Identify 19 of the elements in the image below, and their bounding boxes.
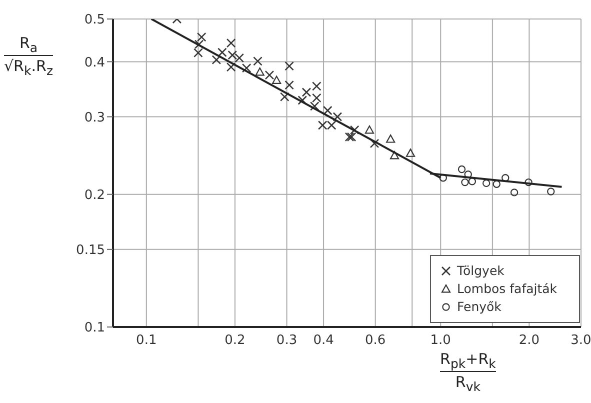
legend-label: Fenyők: [457, 298, 502, 316]
x-tick-label: 2.0: [518, 333, 540, 348]
x-tick-label: 0.1: [136, 333, 157, 348]
legend-label: Lombos fafajták: [457, 280, 558, 298]
x-tick-label: 0.4: [313, 333, 334, 348]
x-tick-label: 0.2: [224, 333, 246, 348]
x-tick-label: 1.0: [430, 333, 451, 348]
y-tick-label: 0.15: [76, 243, 105, 258]
y-tick-label: 0.4: [84, 55, 105, 70]
legend-label: Tölgyek: [457, 262, 504, 280]
y-tick-label: 0.5: [84, 12, 105, 28]
y-axis-title: R$_{a}$ √R$_{k}$.R$_{z}$: [4, 34, 53, 78]
x-tick-label: 0.3: [276, 333, 298, 348]
y-tick-label: 0.2: [84, 188, 105, 203]
y-tick-label: 0.1: [84, 320, 105, 336]
text: R$_{pk}$+R$_{k}$ R$_{vk}$: [440, 350, 496, 394]
x-tick-label: 0.6: [365, 333, 386, 348]
x-tick-label: 3.0: [570, 333, 591, 348]
y-tick-label: 0.3: [84, 110, 105, 126]
